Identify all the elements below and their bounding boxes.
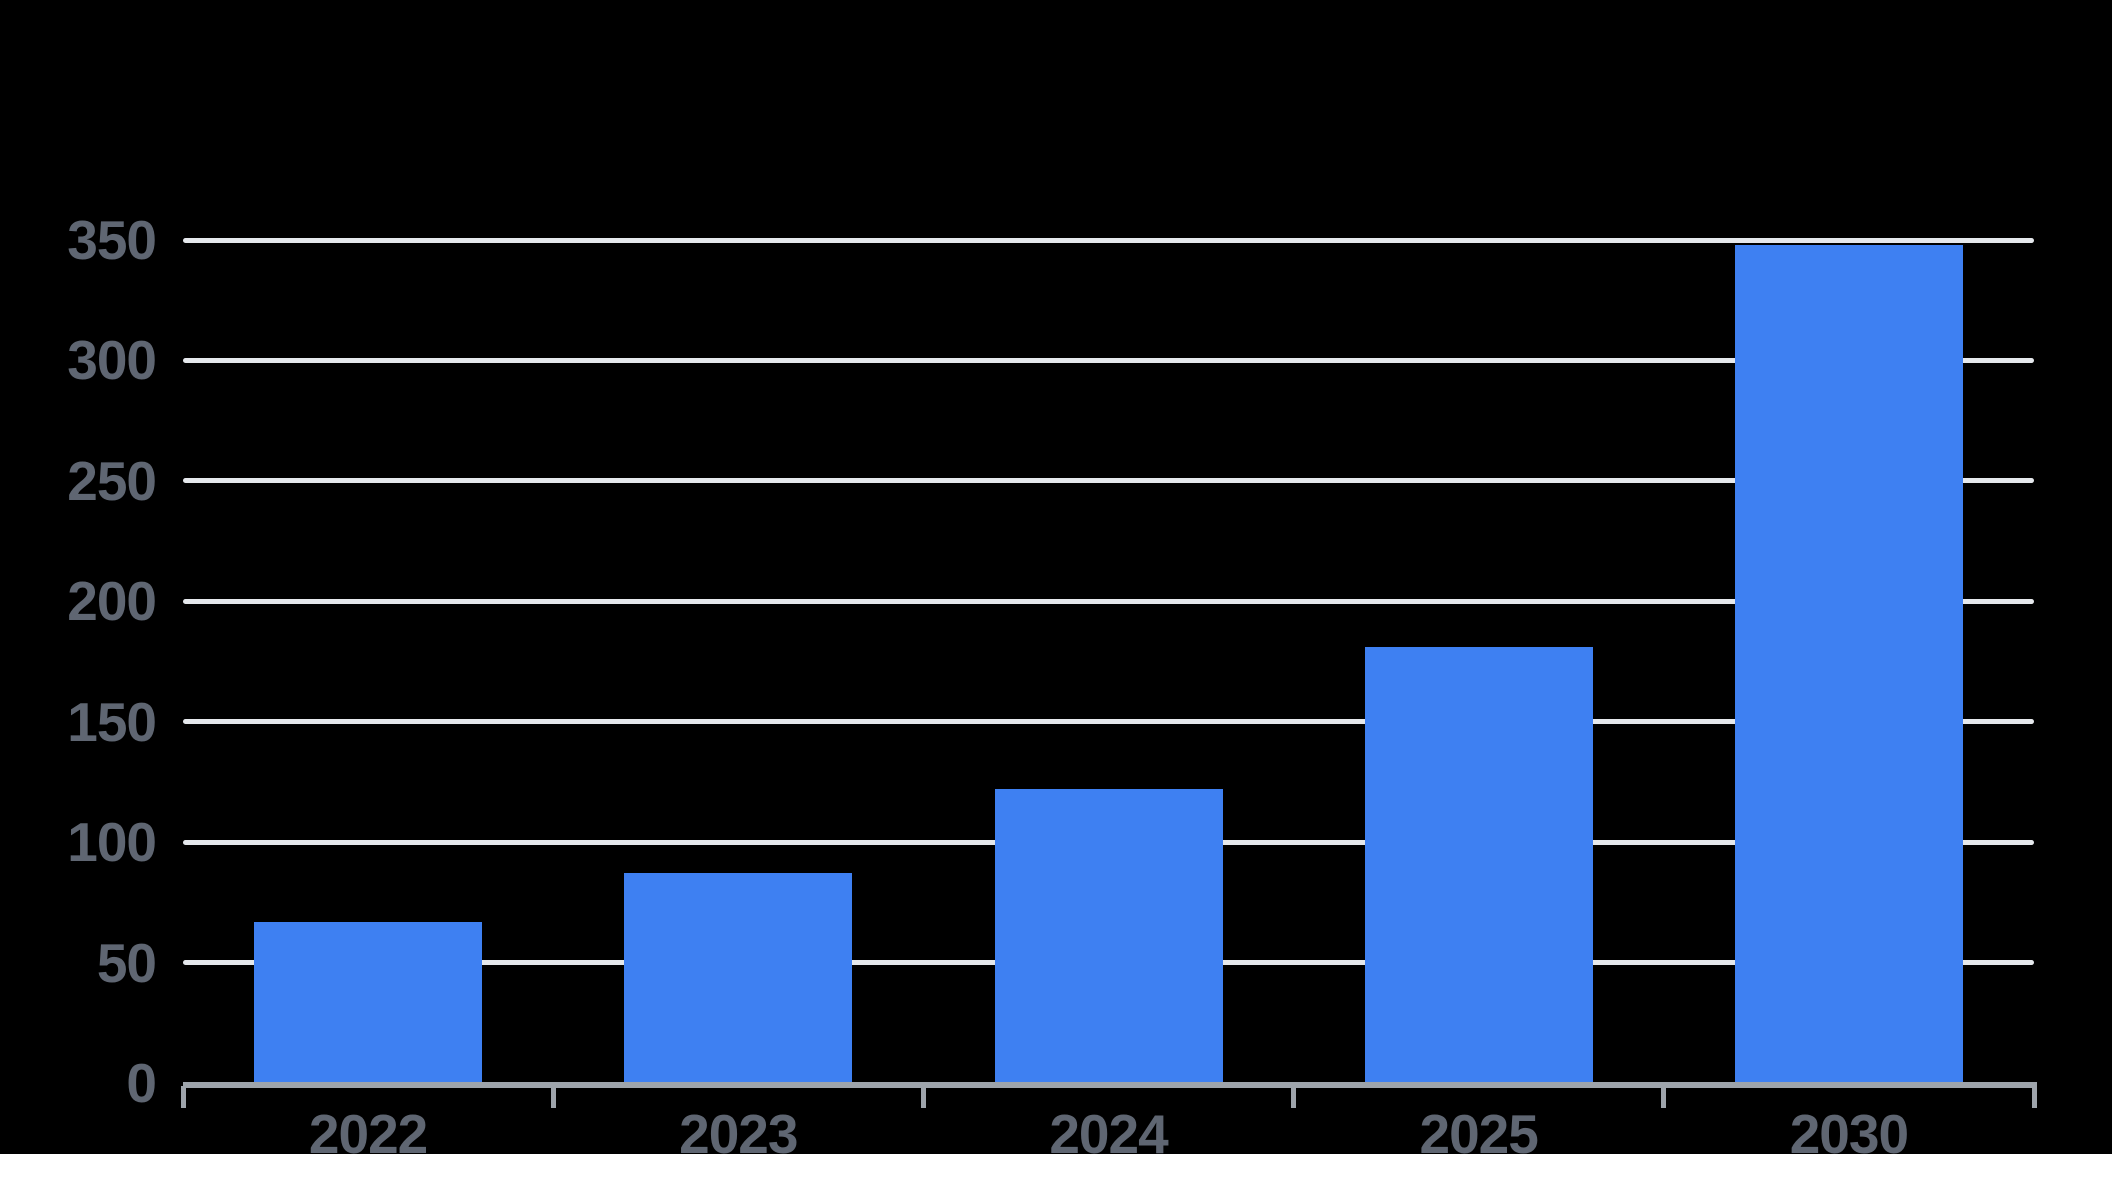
x-axis-tick	[180, 1086, 186, 1108]
x-axis-category-label: 2030	[1789, 1103, 1909, 1165]
y-axis-tick-label: 250	[67, 449, 157, 512]
gridline	[183, 357, 2034, 363]
gridline	[183, 237, 2034, 243]
x-axis-tick	[1291, 1086, 1297, 1108]
bar-2022	[254, 921, 483, 1083]
y-axis-tick-label: 0	[126, 1052, 157, 1114]
x-axis-category-label: 2022	[308, 1103, 428, 1165]
x-axis-line	[183, 1082, 2037, 1088]
bottom-white-strip	[0, 1154, 2112, 1200]
bar-2023	[624, 873, 853, 1083]
x-axis-tick	[2031, 1086, 2037, 1108]
x-axis-tick	[1661, 1086, 1667, 1108]
x-axis-tick	[550, 1086, 556, 1108]
gridline	[183, 719, 2034, 725]
y-axis-tick-label: 150	[67, 690, 157, 753]
bar-2030	[1734, 244, 1963, 1083]
gridline	[183, 478, 2034, 484]
x-axis-category-label: 2024	[1049, 1103, 1168, 1165]
gridline	[183, 598, 2034, 604]
y-axis-tick-label: 350	[67, 209, 157, 271]
bar-2024	[994, 789, 1223, 1083]
y-axis-tick-label: 50	[96, 931, 157, 994]
y-axis-tick-label: 100	[67, 811, 157, 874]
x-axis-category-label: 2023	[679, 1103, 798, 1165]
x-axis-tick	[920, 1086, 926, 1108]
x-axis-category-label: 2025	[1419, 1103, 1539, 1165]
y-axis-tick-label: 300	[67, 329, 157, 392]
y-axis-tick-label: 200	[67, 570, 157, 633]
bar-2025	[1364, 647, 1593, 1083]
